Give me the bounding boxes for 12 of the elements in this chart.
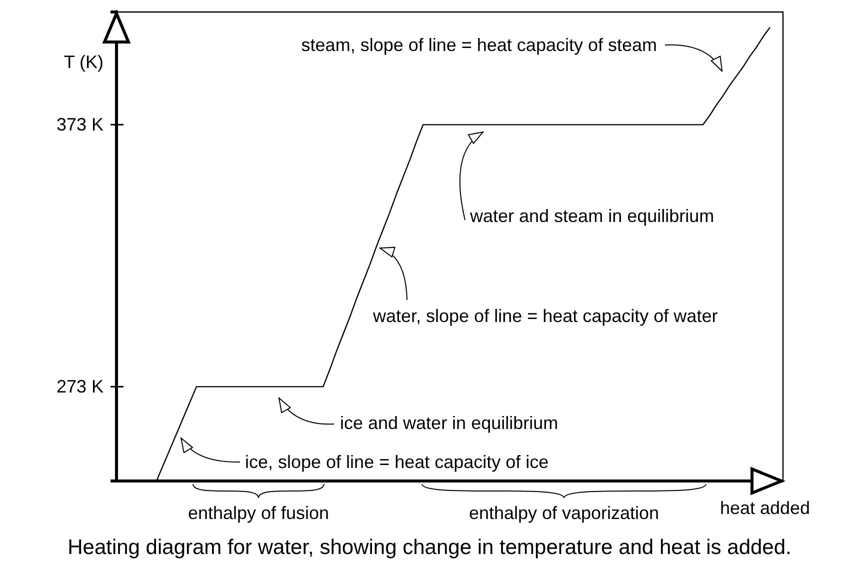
annotation: steam, slope of line = heat capacity of steam	[301, 35, 657, 55]
annotation: ice, slope of line = heat capacity of ice	[245, 452, 549, 472]
y-tick-label: 373 K	[56, 114, 104, 134]
annotation: water and steam in equilibrium	[469, 206, 714, 226]
text: enthalpy of vaporization	[468, 503, 660, 523]
y-tick-label: 273 K	[56, 376, 104, 396]
text: Heating diagram for water, showing change in temperature and heat is added.	[68, 536, 792, 558]
annotation: ice and water in equilibrium	[340, 413, 558, 433]
x-axis-title: heat added	[720, 498, 810, 518]
text: enthalpy of fusion	[188, 503, 330, 523]
y-axis-title: T (K)	[64, 52, 104, 72]
annotation: water, slope of line = heat capacity of water	[372, 306, 718, 326]
